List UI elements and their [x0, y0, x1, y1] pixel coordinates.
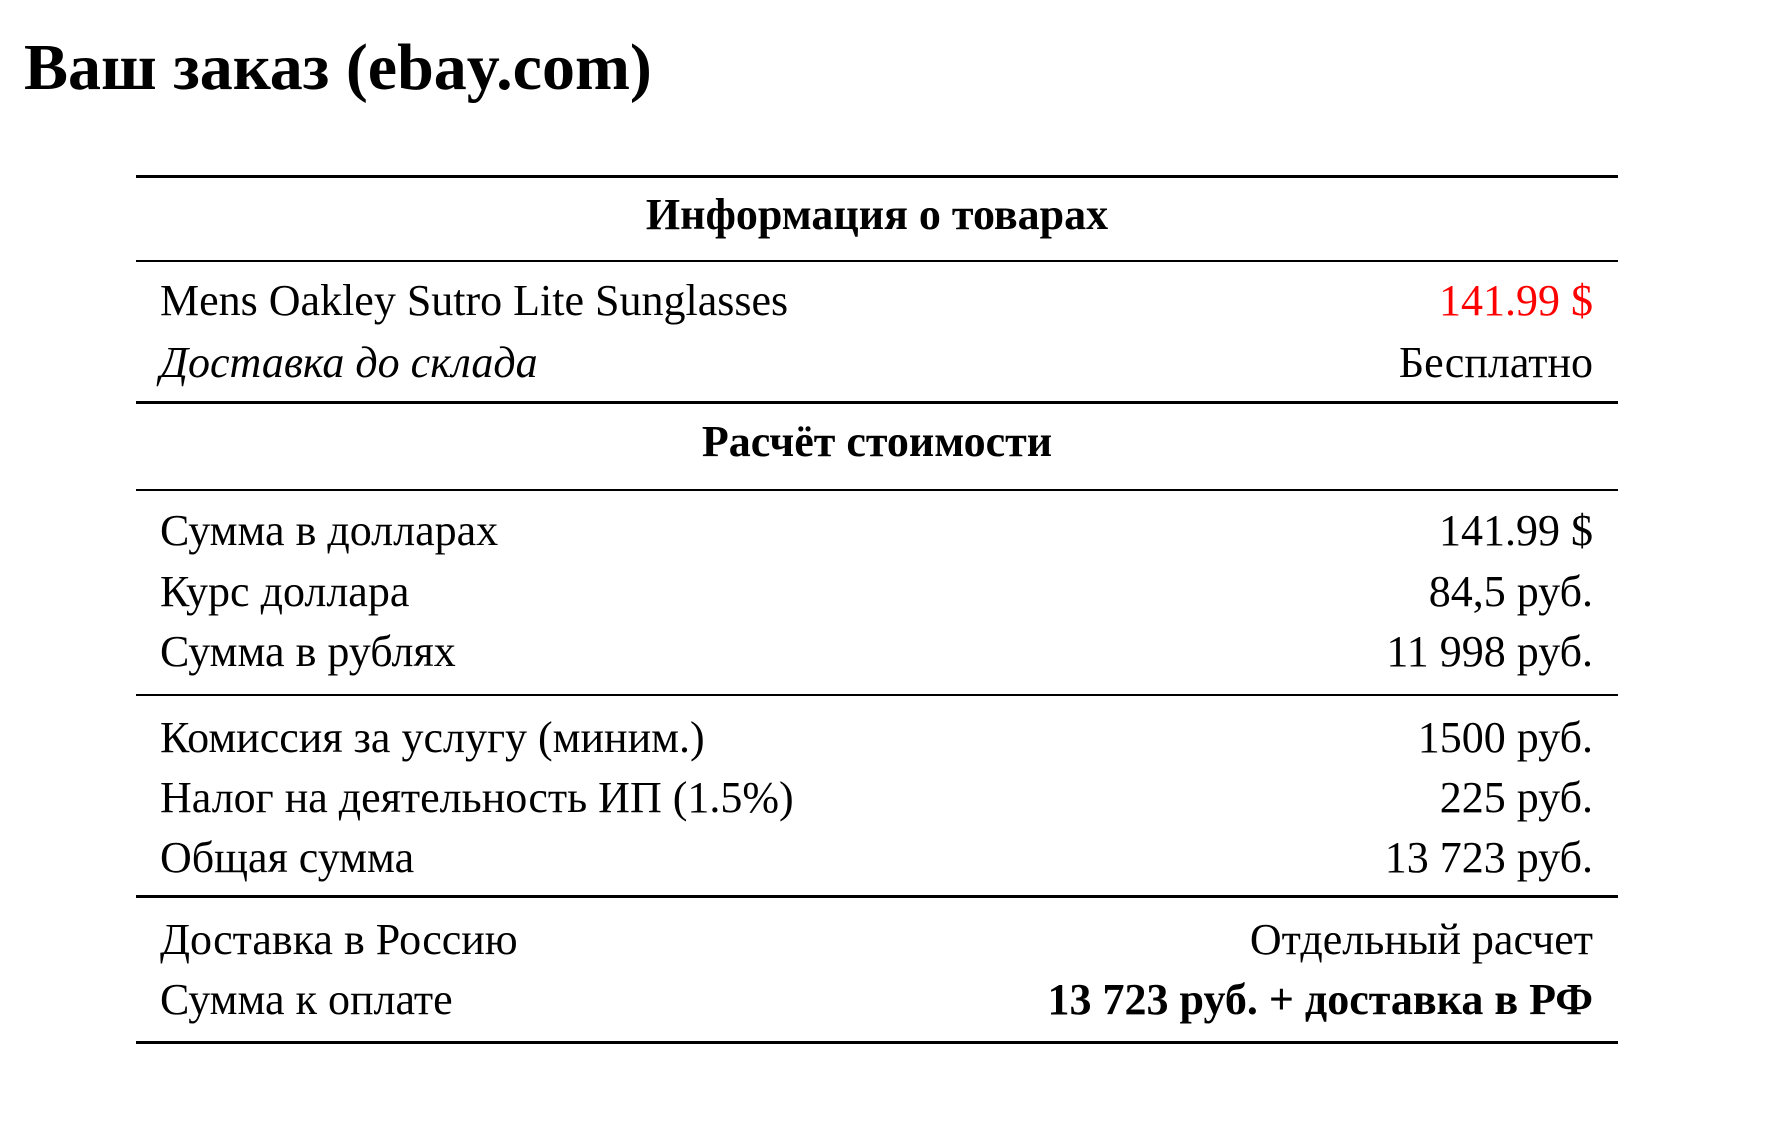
- total-label: Сумма к оплате: [160, 974, 453, 1024]
- warehouse-delivery-value: Бесплатно: [1398, 337, 1593, 387]
- divider: [136, 260, 1618, 262]
- page-title: Ваш заказ (ebay.com): [24, 31, 652, 104]
- russia-delivery-value: Отдельный расчет: [1249, 914, 1593, 964]
- total-row: Сумма к оплате 13 723 руб. + доставка в …: [160, 969, 1593, 1029]
- product-row: Mens Oakley Sutro Lite Sunglasses 141.99…: [160, 270, 1593, 330]
- divider: [136, 1041, 1618, 1044]
- calc-label: Комиссия за услугу (миним.): [160, 712, 705, 762]
- warehouse-delivery-row: Доставка до склада Бесплатно: [160, 332, 1593, 392]
- russia-delivery-row: Доставка в Россию Отдельный расчет: [160, 909, 1593, 969]
- calc-value: 141.99 $: [1439, 505, 1593, 555]
- total-value: 13 723 руб. + доставка в РФ: [1047, 974, 1593, 1024]
- calc-label: Сумма в рублях: [160, 626, 456, 676]
- calc-value: 11 998 руб.: [1386, 626, 1593, 676]
- divider: [136, 175, 1618, 178]
- calc-row: Сумма в рублях 11 998 руб.: [160, 621, 1593, 681]
- calc-value: 225 руб.: [1439, 772, 1593, 822]
- calc-label: Налог на деятельность ИП (1.5%): [160, 772, 794, 822]
- calc-label: Общая сумма: [160, 832, 415, 882]
- russia-delivery-label: Доставка в Россию: [160, 914, 518, 964]
- calc-value: 1500 руб.: [1417, 712, 1593, 762]
- product-price: 141.99 $: [1439, 275, 1593, 325]
- calc-label: Курс доллара: [160, 566, 410, 616]
- calc-label: Сумма в долларах: [160, 505, 499, 555]
- divider: [136, 401, 1618, 404]
- calc-row: Сумма в долларах 141.99 $: [160, 500, 1593, 560]
- divider: [136, 489, 1618, 491]
- warehouse-delivery-label: Доставка до склада: [160, 337, 538, 387]
- calc-row: Комиссия за услугу (миним.) 1500 руб.: [160, 707, 1593, 767]
- calc-row: Налог на деятельность ИП (1.5%) 225 руб.: [160, 767, 1593, 827]
- calc-row: Общая сумма 13 723 руб.: [160, 827, 1593, 887]
- items-section-heading: Информация о товарах: [645, 190, 1109, 239]
- calc-row: Курс доллара 84,5 руб.: [160, 561, 1593, 621]
- calc-value: 84,5 руб.: [1428, 566, 1593, 616]
- calc-value: 13 723 руб.: [1384, 832, 1593, 882]
- product-name: Mens Oakley Sutro Lite Sunglasses: [160, 275, 789, 325]
- divider: [136, 895, 1618, 898]
- calc-section-heading: Расчёт стоимости: [701, 417, 1053, 466]
- divider: [136, 694, 1618, 696]
